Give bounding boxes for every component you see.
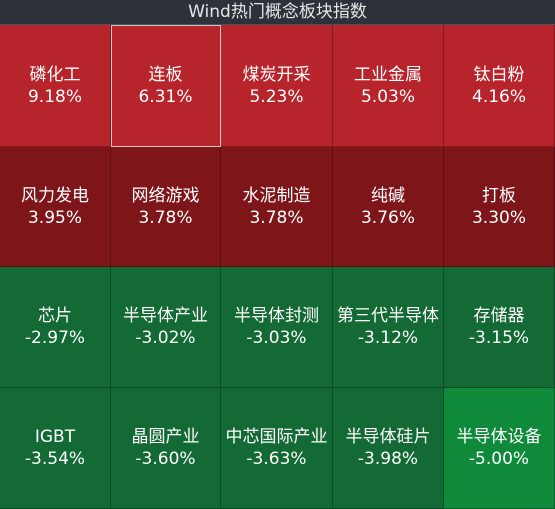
sector-tile[interactable]: 磷化工 9.18% xyxy=(0,25,111,147)
sector-name: 半导体设备 xyxy=(456,427,542,447)
sector-change-percent: 3.76% xyxy=(360,207,415,228)
sector-tile[interactable]: 半导体硅片 -3.98% xyxy=(333,388,444,509)
sector-name: 煤炭开采 xyxy=(242,64,311,85)
sector-tile[interactable]: 半导体产业 -3.02% xyxy=(111,267,221,388)
sector-name: 磷化工 xyxy=(29,64,81,85)
sector-change-percent: 9.18% xyxy=(27,86,82,107)
sector-name: 半导体产业 xyxy=(123,306,208,326)
sector-tile[interactable]: 晶圆产业 -3.60% xyxy=(111,388,221,509)
sector-tile[interactable]: 风力发电 3.95% xyxy=(0,147,111,267)
sector-change-percent: -2.97% xyxy=(24,328,86,348)
sector-tile[interactable]: 芯片 -2.97% xyxy=(0,267,111,388)
sector-name: 半导体硅片 xyxy=(345,427,431,447)
window-title: Wind热门概念板块指数 xyxy=(0,0,555,25)
sector-change-percent: 3.78% xyxy=(138,207,193,228)
sector-name: 连板 xyxy=(148,64,183,85)
sector-name: 中芯国际产业 xyxy=(225,427,328,447)
sector-tile[interactable]: 中芯国际产业 -3.63% xyxy=(221,388,333,509)
sector-change-percent: 5.03% xyxy=(360,86,415,107)
sector-name: 钛白粉 xyxy=(473,64,525,85)
sector-change-percent: 3.95% xyxy=(27,207,82,228)
sector-change-percent: -5.00% xyxy=(468,449,530,469)
sector-change-percent: 6.31% xyxy=(138,86,193,107)
sector-tile[interactable]: 纯碱 3.76% xyxy=(333,147,444,267)
sector-tile[interactable]: 第三代半导体 -3.12% xyxy=(333,267,444,388)
sector-heatmap-grid: 磷化工 9.18% 连板 6.31% 煤炭开采 5.23% 工业金属 5.03% 钛白粉 4.16… xyxy=(0,25,555,509)
sector-name: 网络游戏 xyxy=(131,185,200,206)
sector-change-percent: -3.98% xyxy=(357,449,419,469)
sector-name: 存储器 xyxy=(473,306,525,326)
sector-name: 工业金属 xyxy=(354,64,422,85)
sector-tile[interactable]: 打板 3.30% xyxy=(444,147,555,267)
sector-tile[interactable]: 半导体设备 -5.00% xyxy=(444,388,555,509)
sector-name: 风力发电 xyxy=(21,185,89,206)
sector-tile[interactable]: IGBT -3.54% xyxy=(0,388,111,509)
sector-change-percent: -3.54% xyxy=(24,449,86,469)
sector-change-percent: 5.23% xyxy=(249,86,304,107)
sector-tile[interactable]: 煤炭开采 5.23% xyxy=(221,25,333,147)
sector-change-percent: -3.12% xyxy=(357,328,419,348)
sector-change-percent: -3.60% xyxy=(135,449,196,469)
sector-change-percent: -3.02% xyxy=(135,328,196,348)
sector-change-percent: -3.03% xyxy=(246,328,307,348)
sector-name: 纯碱 xyxy=(371,185,405,206)
sector-tile[interactable]: 钛白粉 4.16% xyxy=(444,25,555,147)
sector-tile[interactable]: 连板 6.31% xyxy=(111,25,221,147)
sector-name: 晶圆产业 xyxy=(131,427,200,447)
sector-name: 半导体封测 xyxy=(234,306,319,326)
sector-name: 芯片 xyxy=(38,306,72,326)
sector-change-percent: 4.16% xyxy=(471,86,526,107)
sector-tile[interactable]: 半导体封测 -3.03% xyxy=(221,267,333,388)
sector-name: 水泥制造 xyxy=(242,185,311,206)
sector-name: IGBT xyxy=(34,427,76,447)
sector-tile[interactable]: 工业金属 5.03% xyxy=(333,25,444,147)
sector-tile[interactable]: 存储器 -3.15% xyxy=(444,267,555,388)
sector-name: 第三代半导体 xyxy=(337,306,439,326)
sector-change-percent: 3.30% xyxy=(471,207,526,228)
sector-change-percent: -3.15% xyxy=(468,328,530,348)
sector-tile[interactable]: 网络游戏 3.78% xyxy=(111,147,221,267)
sector-change-percent: -3.63% xyxy=(246,449,307,469)
sector-change-percent: 3.78% xyxy=(249,207,304,228)
sector-name: 打板 xyxy=(482,185,516,206)
sector-tile[interactable]: 水泥制造 3.78% xyxy=(221,147,333,267)
